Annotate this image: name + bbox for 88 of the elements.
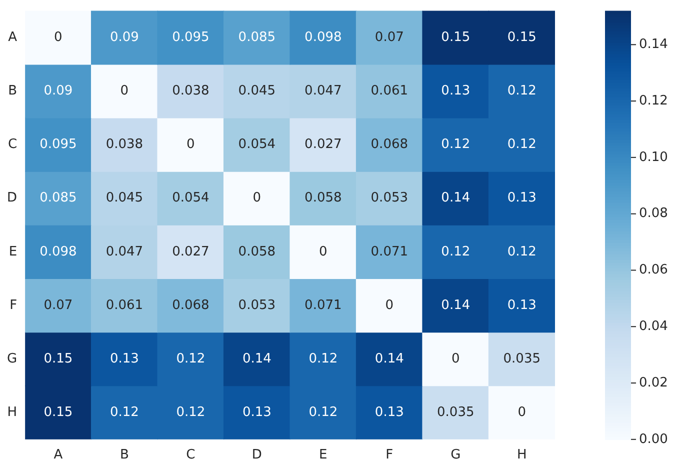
data-label: 0.095 (172, 30, 210, 45)
data-label: 0.14 (441, 190, 470, 206)
data-label: 0.045 (238, 84, 276, 99)
data-label: 0.07 (374, 30, 404, 45)
data-label: 0.13 (242, 404, 272, 420)
data-label: 0 (518, 404, 526, 420)
y-tick-label: B (8, 84, 18, 99)
data-label: 0.12 (308, 351, 338, 366)
x-tick-label: B (120, 448, 129, 463)
color-bar-label: 0.00 (639, 432, 668, 447)
data-label: 0.14 (242, 351, 272, 366)
data-label: 0 (186, 137, 195, 152)
data-label: 0.13 (507, 190, 536, 206)
data-label: 0.054 (238, 137, 276, 152)
data-label: 0.12 (308, 404, 338, 420)
x-tick-label: E (319, 448, 328, 463)
data-label: 0 (54, 30, 62, 45)
data-label: 0.098 (304, 30, 342, 45)
y-tick-label: F (10, 298, 18, 313)
data-label: 0.13 (110, 351, 139, 366)
data-label: 0.12 (110, 404, 139, 420)
data-label: 0.12 (176, 404, 206, 420)
data-label: 0.047 (106, 244, 144, 260)
data-label: 0.13 (374, 404, 404, 420)
data-label: 0.047 (304, 84, 342, 99)
data-label: 0.15 (44, 404, 73, 420)
data-label: 0 (319, 244, 328, 260)
y-tick-label: G (6, 351, 18, 366)
data-label: 0.13 (507, 298, 536, 313)
color-bar-label: 0.02 (639, 375, 668, 390)
data-label: 0 (252, 190, 262, 206)
data-label: 0.027 (304, 137, 342, 152)
data-label: 0.035 (503, 351, 540, 366)
data-label: 0.15 (441, 30, 470, 45)
color-bar-label: 0.04 (639, 318, 668, 334)
data-label: 0.14 (441, 298, 470, 313)
x-tick-label: C (186, 448, 196, 463)
y-tick-label: C (8, 137, 18, 152)
y-tick-label: E (8, 244, 18, 260)
data-label: 0.038 (172, 84, 210, 99)
data-label: 0.13 (441, 84, 470, 99)
data-label: 0.061 (370, 84, 408, 99)
data-label: 0.035 (437, 404, 474, 420)
data-label: 0.12 (176, 351, 206, 366)
y-tick-label: H (7, 404, 18, 420)
x-tick-label: A (54, 448, 63, 463)
data-label: 0.058 (304, 190, 342, 206)
color-bar-label: 0.06 (639, 262, 668, 278)
x-tick-label: D (252, 448, 262, 463)
data-label: 0.12 (441, 137, 470, 152)
data-label: 0.12 (507, 244, 536, 260)
data-label: 0 (452, 351, 460, 366)
data-label: 0.045 (106, 190, 144, 206)
data-label: 0.071 (370, 244, 408, 260)
data-label: 0 (385, 298, 394, 313)
x-tick-label: F (386, 448, 394, 463)
data-label: 0.053 (238, 298, 276, 313)
data-label: 0.068 (370, 137, 408, 152)
data-label: 0.07 (44, 298, 73, 313)
data-label: 0.038 (106, 137, 144, 152)
data-label: 0.095 (40, 137, 77, 152)
data-label: 0.068 (172, 298, 210, 313)
data-label: 0 (120, 84, 129, 99)
x-tick-label: H (516, 448, 527, 463)
data-label: 0.061 (106, 298, 144, 313)
color-bar-label: 0.08 (639, 206, 668, 222)
data-label: 0.12 (507, 84, 536, 99)
data-label: 0.09 (110, 30, 139, 45)
data-label: 0.071 (304, 298, 342, 313)
data-label: 0.098 (40, 244, 77, 260)
data-label: 0.085 (40, 190, 77, 206)
data-label: 0.15 (507, 30, 536, 45)
data-label: 0.054 (172, 190, 210, 206)
data-label: 0.09 (44, 84, 73, 99)
color-bar-label: 0.10 (639, 150, 668, 165)
data-label: 0.15 (44, 351, 73, 366)
data-label: 0.12 (441, 244, 470, 260)
data-label: 0.058 (238, 244, 276, 260)
data-label: 0.14 (374, 351, 404, 366)
data-label: 0.053 (370, 190, 408, 206)
x-tick-label: G (450, 448, 461, 463)
y-tick-label: D (7, 190, 18, 206)
y-tick-label: A (8, 30, 18, 45)
color-bar-label: 0.12 (639, 93, 668, 108)
data-label: 0.027 (172, 244, 210, 260)
data-label: 0.12 (507, 137, 536, 152)
color-bar-label: 0.14 (639, 37, 668, 52)
data-label: 0.085 (238, 30, 276, 45)
